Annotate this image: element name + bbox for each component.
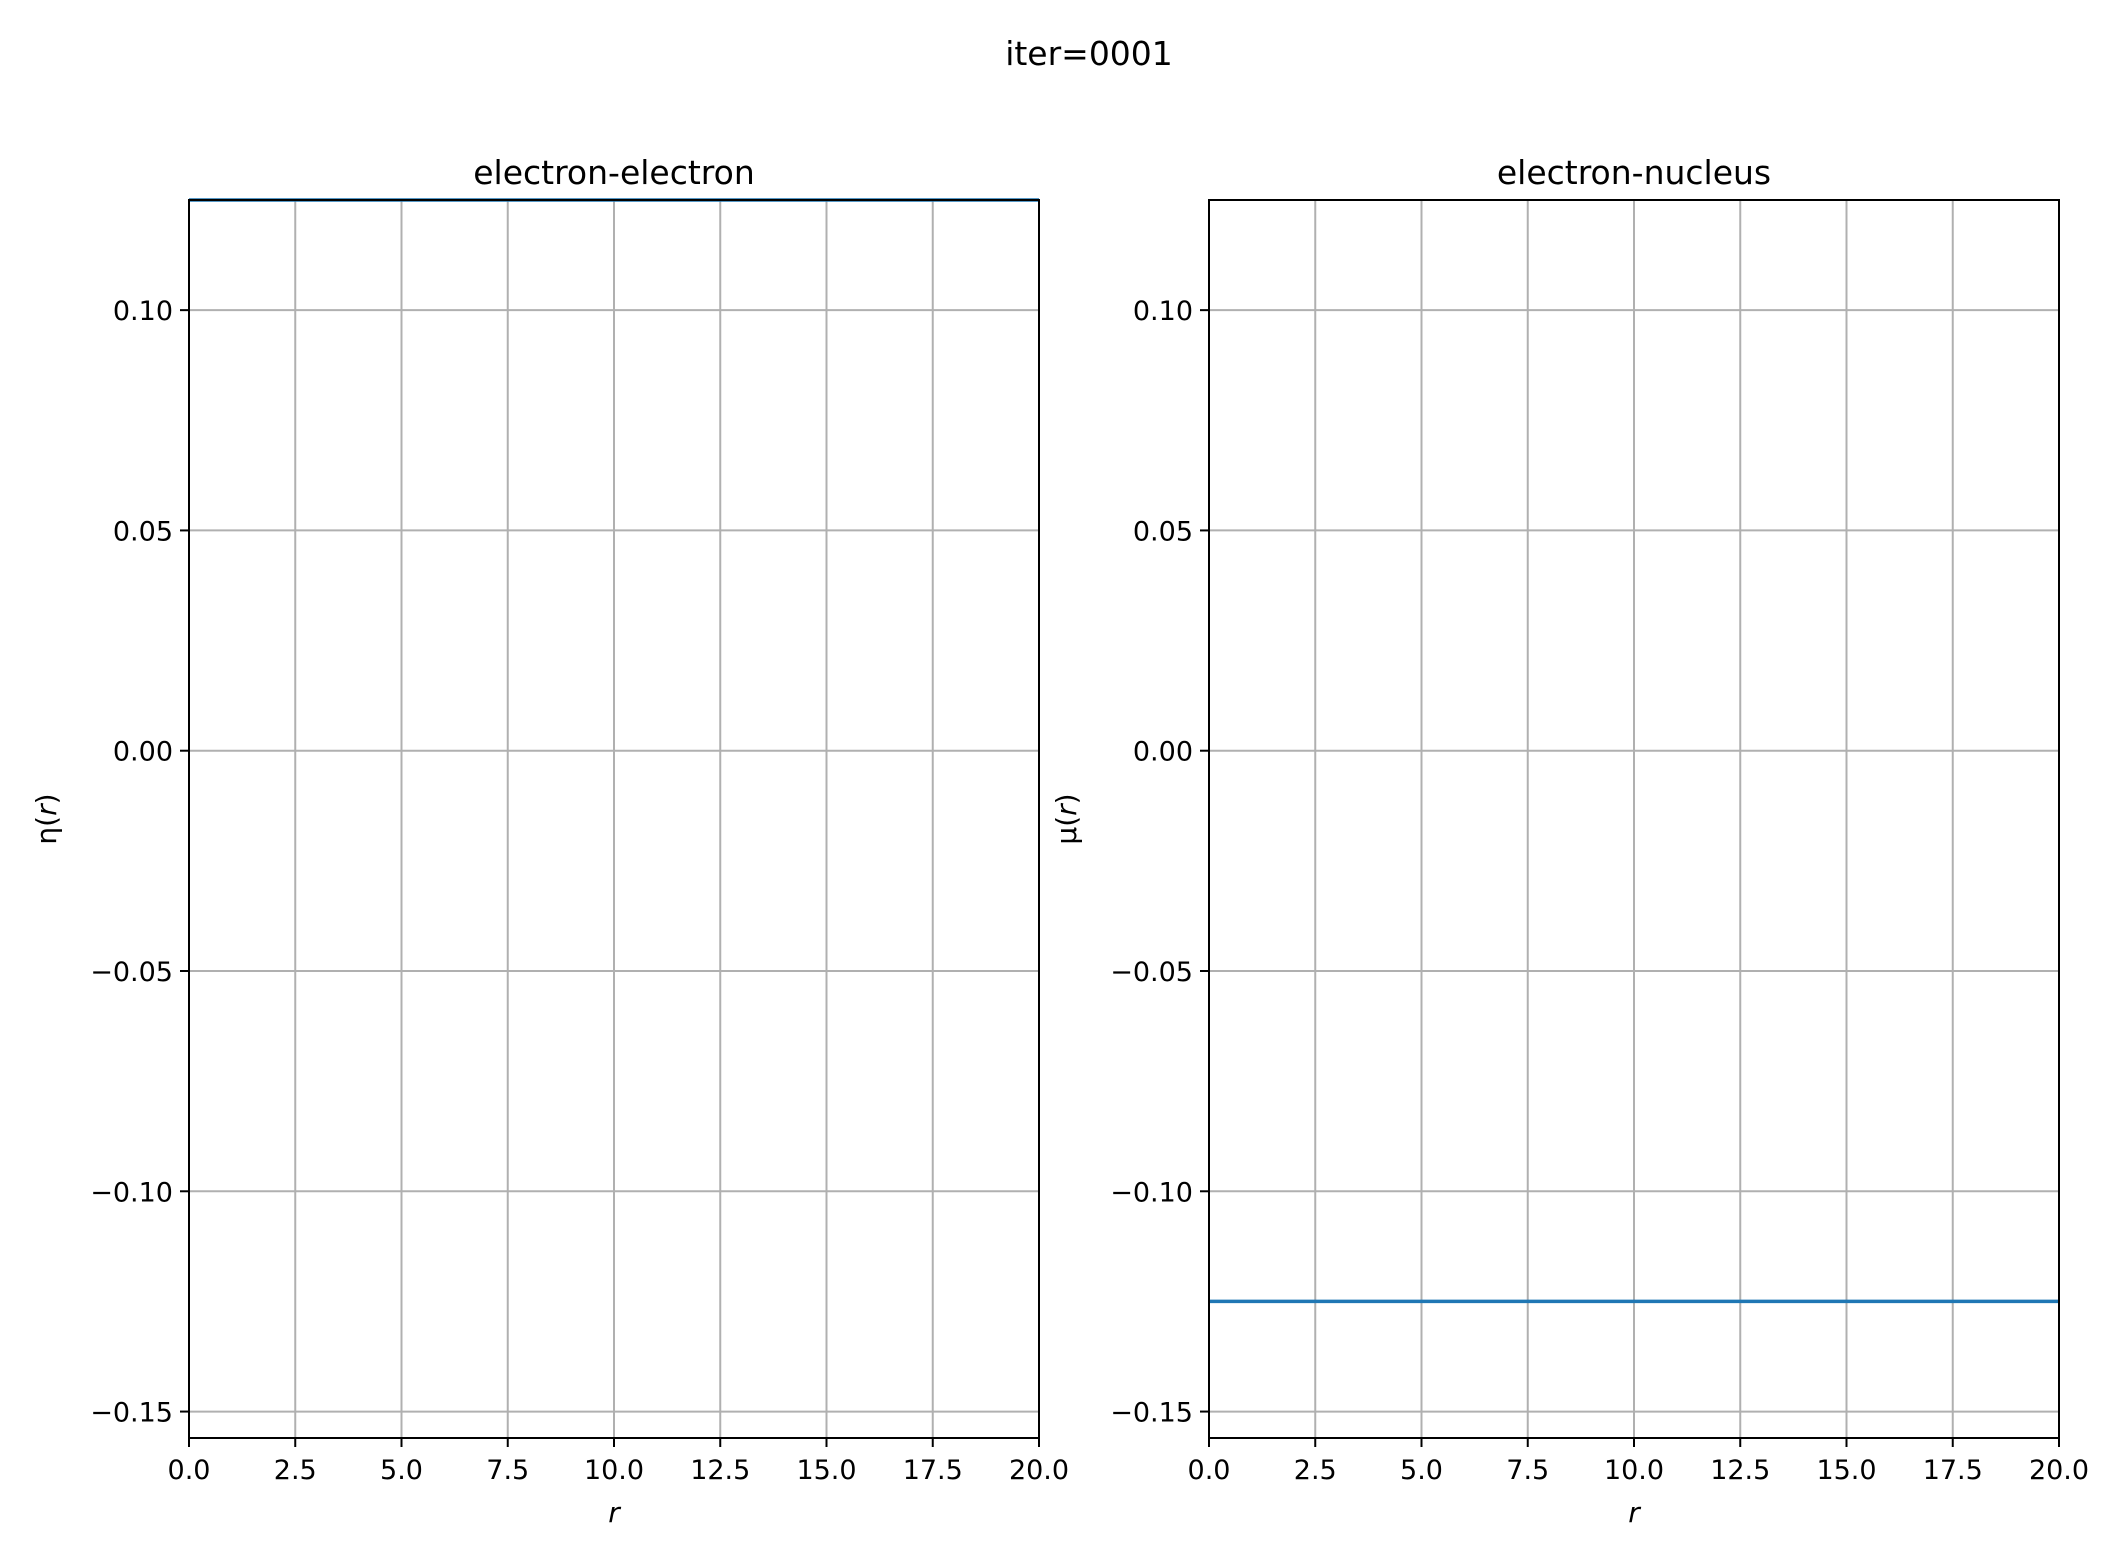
y-tick-label: −0.10	[90, 1177, 173, 1208]
y-tick-label: 0.00	[113, 737, 173, 768]
x-tick-label: 20.0	[2029, 1455, 2089, 1486]
x-tick-label: 12.5	[690, 1455, 750, 1486]
figure-title: iter=0001	[1005, 34, 1173, 73]
y-tick-label: −0.05	[1110, 957, 1193, 988]
axes-title: electron-electron	[473, 153, 755, 192]
y-tick-label: 0.10	[1133, 296, 1193, 327]
y-axis-label: μ(r)	[1050, 793, 1083, 844]
y-label-symbol: μ(	[1050, 816, 1083, 845]
x-tick-label: 2.5	[274, 1455, 317, 1486]
y-label-close: )	[30, 793, 63, 804]
x-tick-label: 5.0	[380, 1455, 423, 1486]
x-tick-label: 15.0	[796, 1455, 856, 1486]
y-label-close: )	[1050, 793, 1083, 804]
x-tick-label: 20.0	[1009, 1455, 1069, 1486]
x-tick-label: 15.0	[1816, 1455, 1876, 1486]
y-tick-label: −0.15	[1110, 1398, 1193, 1429]
y-tick-label: 0.05	[1133, 516, 1193, 547]
y-axis-label: η(r)	[30, 793, 63, 844]
x-tick-label: 17.5	[903, 1455, 963, 1486]
y-tick-label: 0.10	[113, 296, 173, 327]
x-axis-label: r	[1628, 1496, 1641, 1529]
y-label-argument: r	[1050, 803, 1083, 816]
x-tick-label: 0.0	[1188, 1455, 1231, 1486]
y-tick-label: −0.10	[1110, 1177, 1193, 1208]
x-tick-label: 0.0	[168, 1455, 211, 1486]
x-axis-label: r	[608, 1496, 621, 1529]
axes-title: electron-nucleus	[1497, 153, 1771, 192]
panel-electron-nucleus: 0.0 2.5 5.0 7.5 10.0 12.5 15.0 17.5 20.0 0.10 0.05…	[1050, 153, 2089, 1529]
x-tick-label: 10.0	[1604, 1455, 1664, 1486]
x-tick-label: 7.5	[486, 1455, 529, 1486]
x-tick-label: 17.5	[1923, 1455, 1983, 1486]
x-tick-label: 7.5	[1506, 1455, 1549, 1486]
x-tick-label: 5.0	[1400, 1455, 1443, 1486]
x-tick-label: 10.0	[584, 1455, 644, 1486]
x-tick-label: 2.5	[1294, 1455, 1337, 1486]
panel-electron-electron: 0.0 2.5 5.0 7.5 10.0 12.5 15.0 17.5 20.0 0.10 0.05…	[30, 153, 1069, 1529]
x-tick-label: 12.5	[1710, 1455, 1770, 1486]
y-tick-label: −0.15	[90, 1398, 173, 1429]
y-tick-label: −0.05	[90, 957, 173, 988]
y-tick-label: 0.00	[1133, 737, 1193, 768]
y-label-argument: r	[30, 803, 63, 816]
y-label-symbol: η(	[30, 816, 63, 845]
y-tick-label: 0.05	[113, 516, 173, 547]
